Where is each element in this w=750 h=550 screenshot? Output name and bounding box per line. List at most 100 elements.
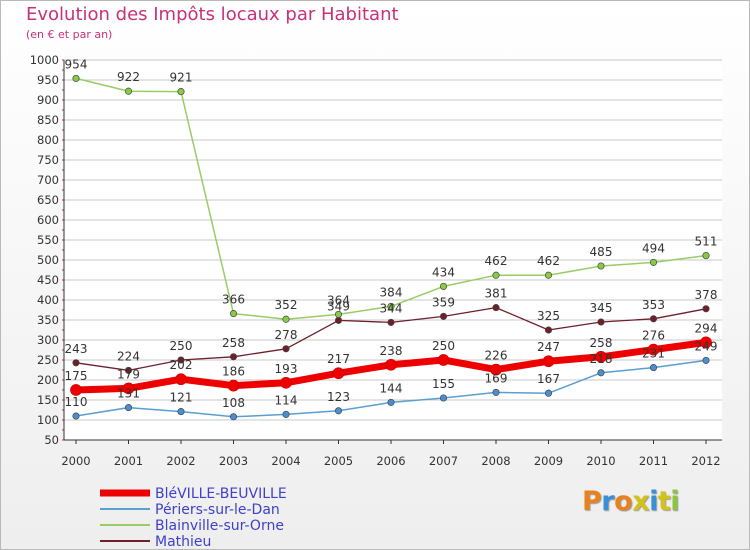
data-point-mathieu xyxy=(597,318,605,326)
y-tick-label: 200 xyxy=(37,373,59,387)
data-label-p-riers-sur-le-dan: 167 xyxy=(537,372,560,386)
data-label-blainville-sur-orne: 485 xyxy=(590,245,613,259)
data-point-bl-ville-beuville xyxy=(227,379,240,392)
data-label-mathieu: 258 xyxy=(222,336,245,350)
data-label-p-riers-sur-le-dan: 155 xyxy=(432,377,455,391)
y-tick-label: 300 xyxy=(37,333,59,347)
data-label-blainville-sur-orne: 921 xyxy=(170,71,193,85)
data-label-mathieu: 243 xyxy=(65,342,88,356)
data-point-mathieu xyxy=(702,305,710,313)
data-label-p-riers-sur-le-dan: 114 xyxy=(275,393,298,407)
data-label-blainville-sur-orne: 434 xyxy=(432,265,455,279)
data-point-p-riers-sur-le-dan xyxy=(649,364,658,372)
data-point-bl-ville-beuville xyxy=(700,336,712,349)
data-label-mathieu: 344 xyxy=(380,301,403,315)
data-label-p-riers-sur-le-dan: 121 xyxy=(170,391,193,405)
data-point-blainville-sur-orne xyxy=(544,271,553,279)
data-label-p-riers-sur-le-dan: 144 xyxy=(380,381,403,395)
data-point-blainville-sur-orne xyxy=(282,315,290,323)
data-label-mathieu: 353 xyxy=(642,298,665,312)
data-point-p-riers-sur-le-dan xyxy=(702,356,710,364)
data-label-blainville-sur-orne: 366 xyxy=(222,293,245,307)
data-label-mathieu: 349 xyxy=(327,299,350,313)
legend-entry-blainville-sur-orne: Blainville-sur-Orne xyxy=(155,518,284,534)
data-label-p-riers-sur-le-dan: 231 xyxy=(642,347,665,361)
y-tick-label: 950 xyxy=(37,73,59,87)
y-tick-label: 450 xyxy=(37,273,59,287)
y-tick-label: 750 xyxy=(37,153,59,167)
data-label-bl-ville-beuville: 250 xyxy=(432,339,455,353)
data-point-mathieu xyxy=(492,304,500,312)
data-point-blainville-sur-orne xyxy=(702,252,710,260)
data-point-mathieu xyxy=(72,359,80,367)
data-point-mathieu xyxy=(439,312,448,320)
x-tick-label: 2000 xyxy=(61,454,90,468)
data-point-p-riers-sur-le-dan xyxy=(439,394,448,402)
y-tick-label: 500 xyxy=(37,253,59,267)
y-tick-label: 150 xyxy=(37,393,59,407)
data-point-p-riers-sur-le-dan xyxy=(492,388,500,396)
data-label-p-riers-sur-le-dan: 110 xyxy=(65,395,88,409)
data-label-blainville-sur-orne: 384 xyxy=(380,285,403,299)
data-point-bl-ville-beuville xyxy=(542,355,555,368)
x-tick-label: 2002 xyxy=(166,454,195,468)
data-point-bl-ville-beuville xyxy=(490,363,502,376)
y-tick-label: 100 xyxy=(37,413,59,427)
y-tick-label: 700 xyxy=(37,173,59,187)
data-label-p-riers-sur-le-dan: 218 xyxy=(590,352,613,366)
x-tick-label: 2004 xyxy=(271,454,300,468)
data-point-p-riers-sur-le-dan xyxy=(229,413,238,421)
x-tick-label: 2012 xyxy=(691,454,720,468)
data-label-p-riers-sur-le-dan: 169 xyxy=(485,371,508,385)
data-point-p-riers-sur-le-dan xyxy=(124,404,133,412)
x-tick-label: 2005 xyxy=(324,454,353,468)
data-label-blainville-sur-orne: 494 xyxy=(642,241,665,255)
data-label-bl-ville-beuville: 179 xyxy=(117,367,140,381)
data-label-mathieu: 345 xyxy=(590,301,613,315)
y-tick-label: 1000 xyxy=(30,53,59,67)
data-label-mathieu: 378 xyxy=(695,288,718,302)
data-point-blainville-sur-orne xyxy=(177,88,185,96)
data-point-bl-ville-beuville xyxy=(595,350,607,363)
x-tick-label: 2007 xyxy=(429,454,458,468)
data-point-blainville-sur-orne xyxy=(439,282,448,290)
data-point-p-riers-sur-le-dan xyxy=(387,398,395,406)
data-point-p-riers-sur-le-dan xyxy=(282,410,290,418)
proxiti-logo: Proxiti xyxy=(582,486,680,517)
data-label-blainville-sur-orne: 954 xyxy=(65,57,88,71)
data-label-bl-ville-beuville: 258 xyxy=(590,336,613,350)
data-point-p-riers-sur-le-dan xyxy=(334,407,343,415)
data-point-bl-ville-beuville xyxy=(280,376,292,389)
data-label-bl-ville-beuville: 175 xyxy=(65,369,88,383)
data-point-mathieu xyxy=(544,326,553,334)
data-point-mathieu xyxy=(649,315,658,323)
data-label-bl-ville-beuville: 276 xyxy=(642,329,665,343)
data-label-bl-ville-beuville: 247 xyxy=(537,340,560,354)
data-label-p-riers-sur-le-dan: 249 xyxy=(695,339,718,353)
data-point-blainville-sur-orne xyxy=(334,310,343,318)
data-point-mathieu xyxy=(229,353,238,361)
data-label-bl-ville-beuville: 294 xyxy=(695,321,718,335)
chart-subtitle: (en € et par an) xyxy=(26,28,113,41)
data-label-bl-ville-beuville: 217 xyxy=(327,352,350,366)
data-point-blainville-sur-orne xyxy=(597,262,605,270)
data-point-mathieu xyxy=(124,366,133,374)
data-label-blainville-sur-orne: 922 xyxy=(117,70,140,84)
data-label-bl-ville-beuville: 193 xyxy=(275,362,298,376)
data-label-blainville-sur-orne: 352 xyxy=(275,298,298,312)
data-point-bl-ville-beuville xyxy=(385,358,397,371)
data-point-mathieu xyxy=(334,316,343,324)
legend-entry-p-riers-sur-le-dan: Périers-sur-le-Dan xyxy=(155,502,280,518)
legend-entry-mathieu: Mathieu xyxy=(155,534,211,550)
data-point-p-riers-sur-le-dan xyxy=(597,369,605,377)
x-tick-label: 2001 xyxy=(114,454,143,468)
y-tick-label: 50 xyxy=(44,433,59,447)
data-point-bl-ville-beuville xyxy=(175,373,187,386)
data-point-bl-ville-beuville xyxy=(122,382,135,395)
data-label-blainville-sur-orne: 462 xyxy=(485,254,508,268)
y-tick-label: 350 xyxy=(37,313,59,327)
data-label-p-riers-sur-le-dan: 131 xyxy=(117,387,140,401)
plot-area xyxy=(64,60,722,440)
data-point-p-riers-sur-le-dan xyxy=(177,408,185,416)
x-tick-label: 2003 xyxy=(219,454,248,468)
